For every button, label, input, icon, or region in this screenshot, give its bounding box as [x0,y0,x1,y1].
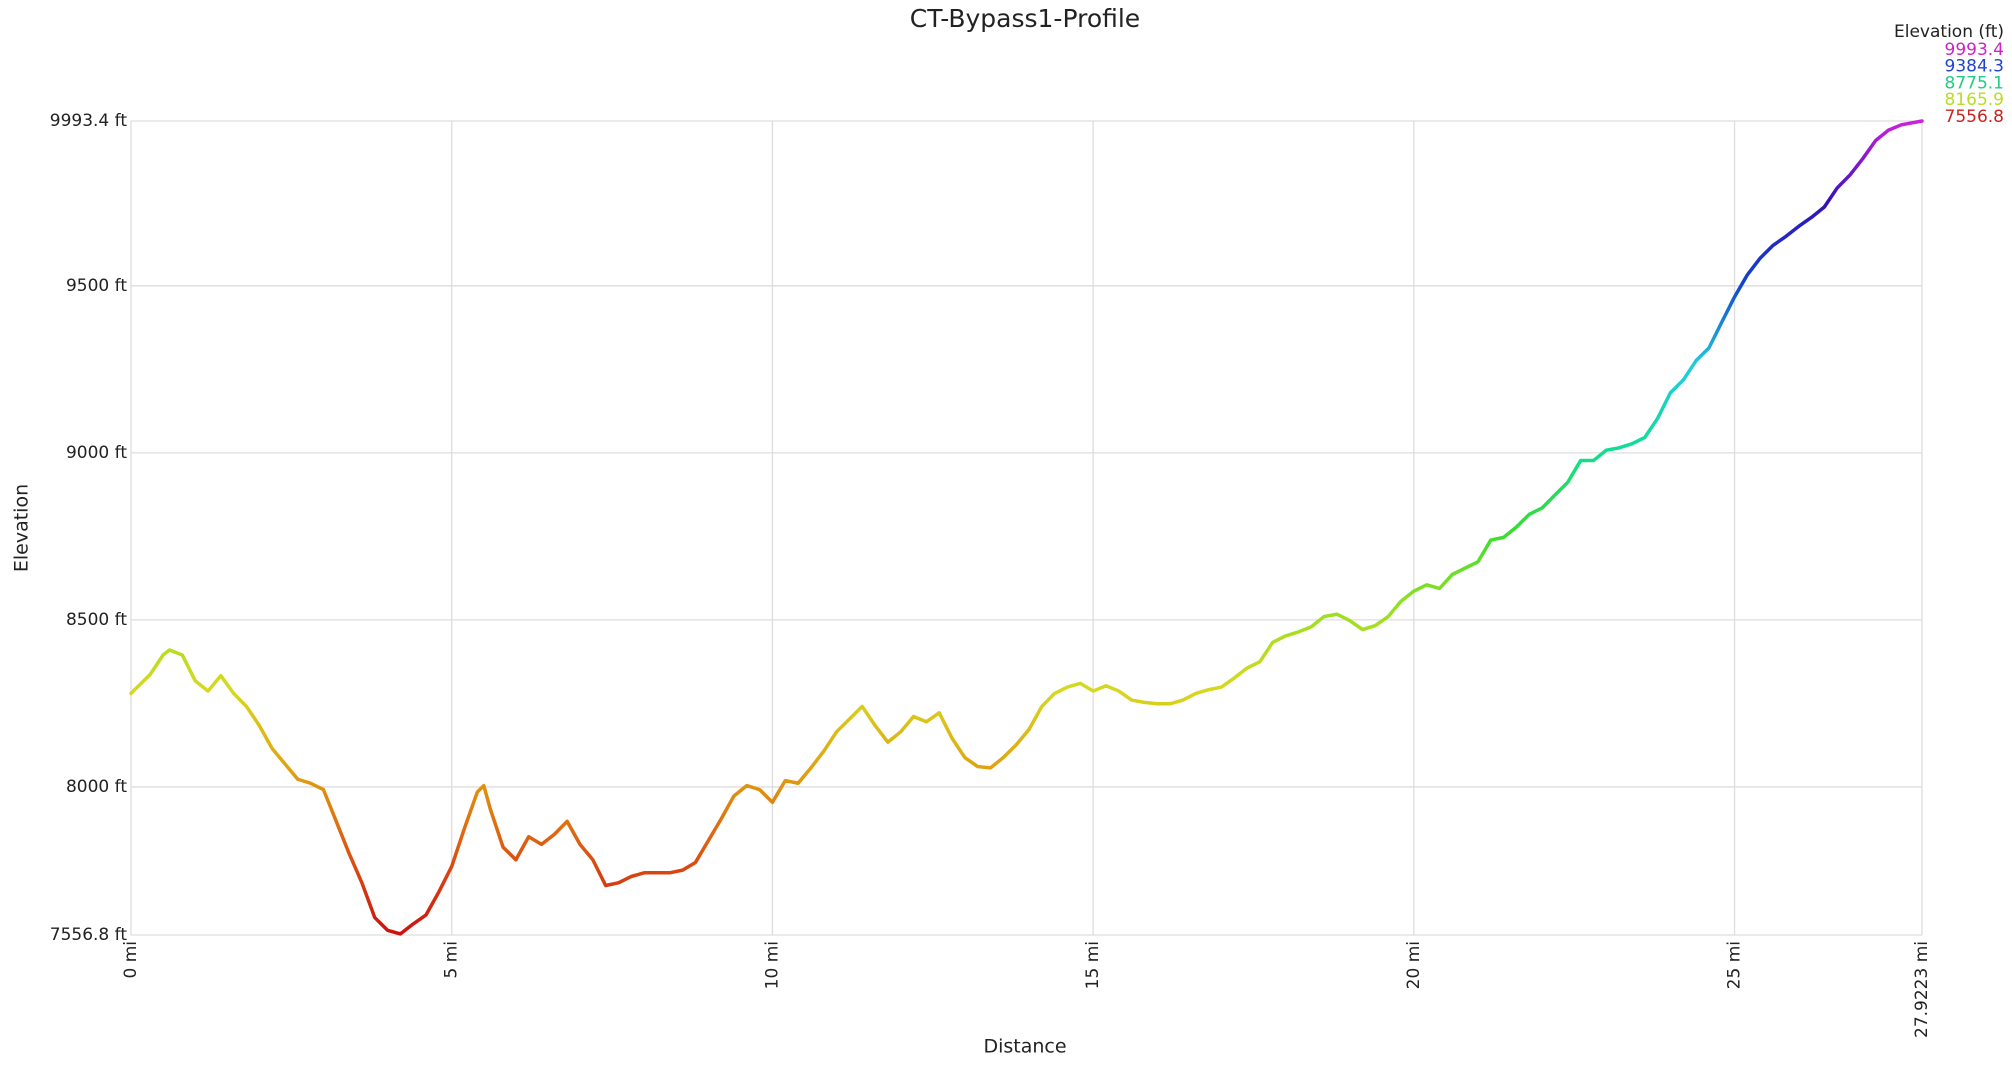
x-tick-label: 10 mi [762,941,782,989]
y-axis-label: Elevation [11,484,33,572]
y-tick-label: 9000 ft [66,443,127,463]
x-tick-label: 27.9223 mi [1912,941,1932,1038]
y-tick-label: 9993.4 ft [50,111,128,131]
legend-value: 7556.8 [1945,107,2004,127]
x-tick-label: 5 mi [442,941,462,979]
x-tick-label: 20 mi [1404,941,1424,989]
x-tick-label: 25 mi [1725,941,1745,989]
legend-value: 8165.9 [1945,90,2004,110]
y-tick-label: 8000 ft [66,777,127,797]
y-tick-label: 9500 ft [66,276,127,296]
elevation-line [129,119,1924,936]
legend-title: Elevation (ft) [1894,22,2004,42]
x-axis-label: Distance [983,1036,1066,1058]
legend-value: 9384.3 [1945,57,2004,77]
y-tick-label: 8500 ft [66,610,127,630]
legend-value: 8775.1 [1945,73,2004,93]
chart-title: CT-Bypass1-Profile [910,4,1140,33]
x-tick-label: 0 mi [121,941,141,979]
x-tick-label: 15 mi [1083,941,1103,989]
y-tick-label: 7556.8 ft [50,925,128,945]
legend-value: 9993.4 [1945,40,2004,60]
